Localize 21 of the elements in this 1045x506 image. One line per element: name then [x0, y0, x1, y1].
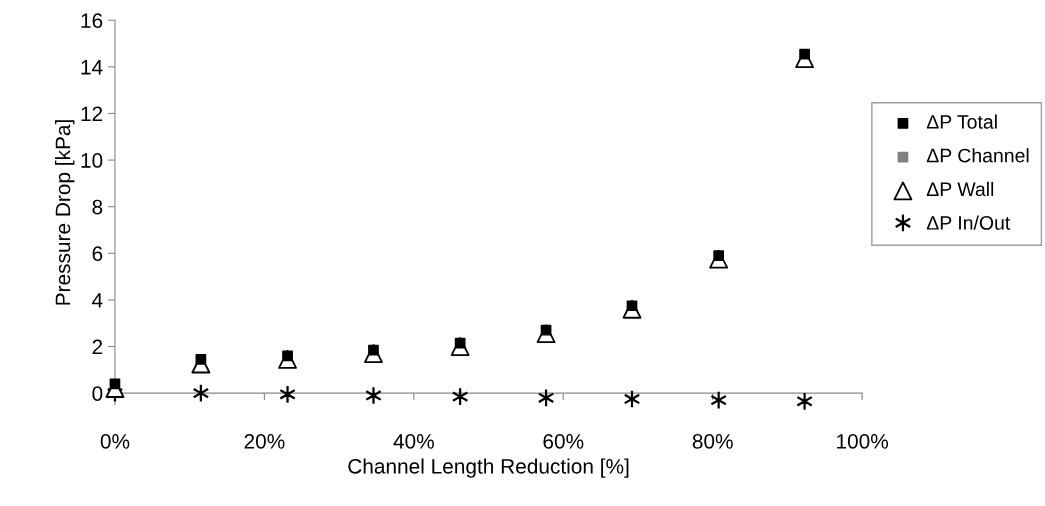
x-tick-label: 100%	[837, 433, 889, 449]
legend-label: ΔP Channel	[926, 148, 1029, 163]
x-tick-label: 0%	[100, 433, 130, 449]
x-tick-label: 60%	[543, 433, 584, 449]
x-tick-label: 20%	[244, 433, 285, 449]
y-tick-label: 0	[92, 386, 103, 401]
x-tick-label: 40%	[393, 433, 434, 449]
x-tick-label: 80%	[692, 433, 733, 449]
y-tick-label: 12	[81, 106, 103, 122]
y-axis-title: Pressure Drop [kPa]	[55, 120, 75, 305]
y-tick-label: 4	[92, 293, 103, 308]
y-tick-label: 10	[81, 153, 103, 168]
legend-label: ΔP Total	[926, 114, 997, 129]
y-tick-label: 14	[81, 60, 103, 75]
y-tick-label: 8	[92, 199, 103, 215]
legend-label: ΔP In/Out	[926, 215, 1011, 230]
y-tick-label: 16	[81, 13, 103, 28]
y-tick-label: 6	[92, 246, 103, 262]
legend-label: ΔP Wall	[926, 181, 994, 197]
y-tick-label: 2	[92, 339, 103, 355]
x-axis-title: Channel Length Reduction [%]	[348, 458, 629, 478]
